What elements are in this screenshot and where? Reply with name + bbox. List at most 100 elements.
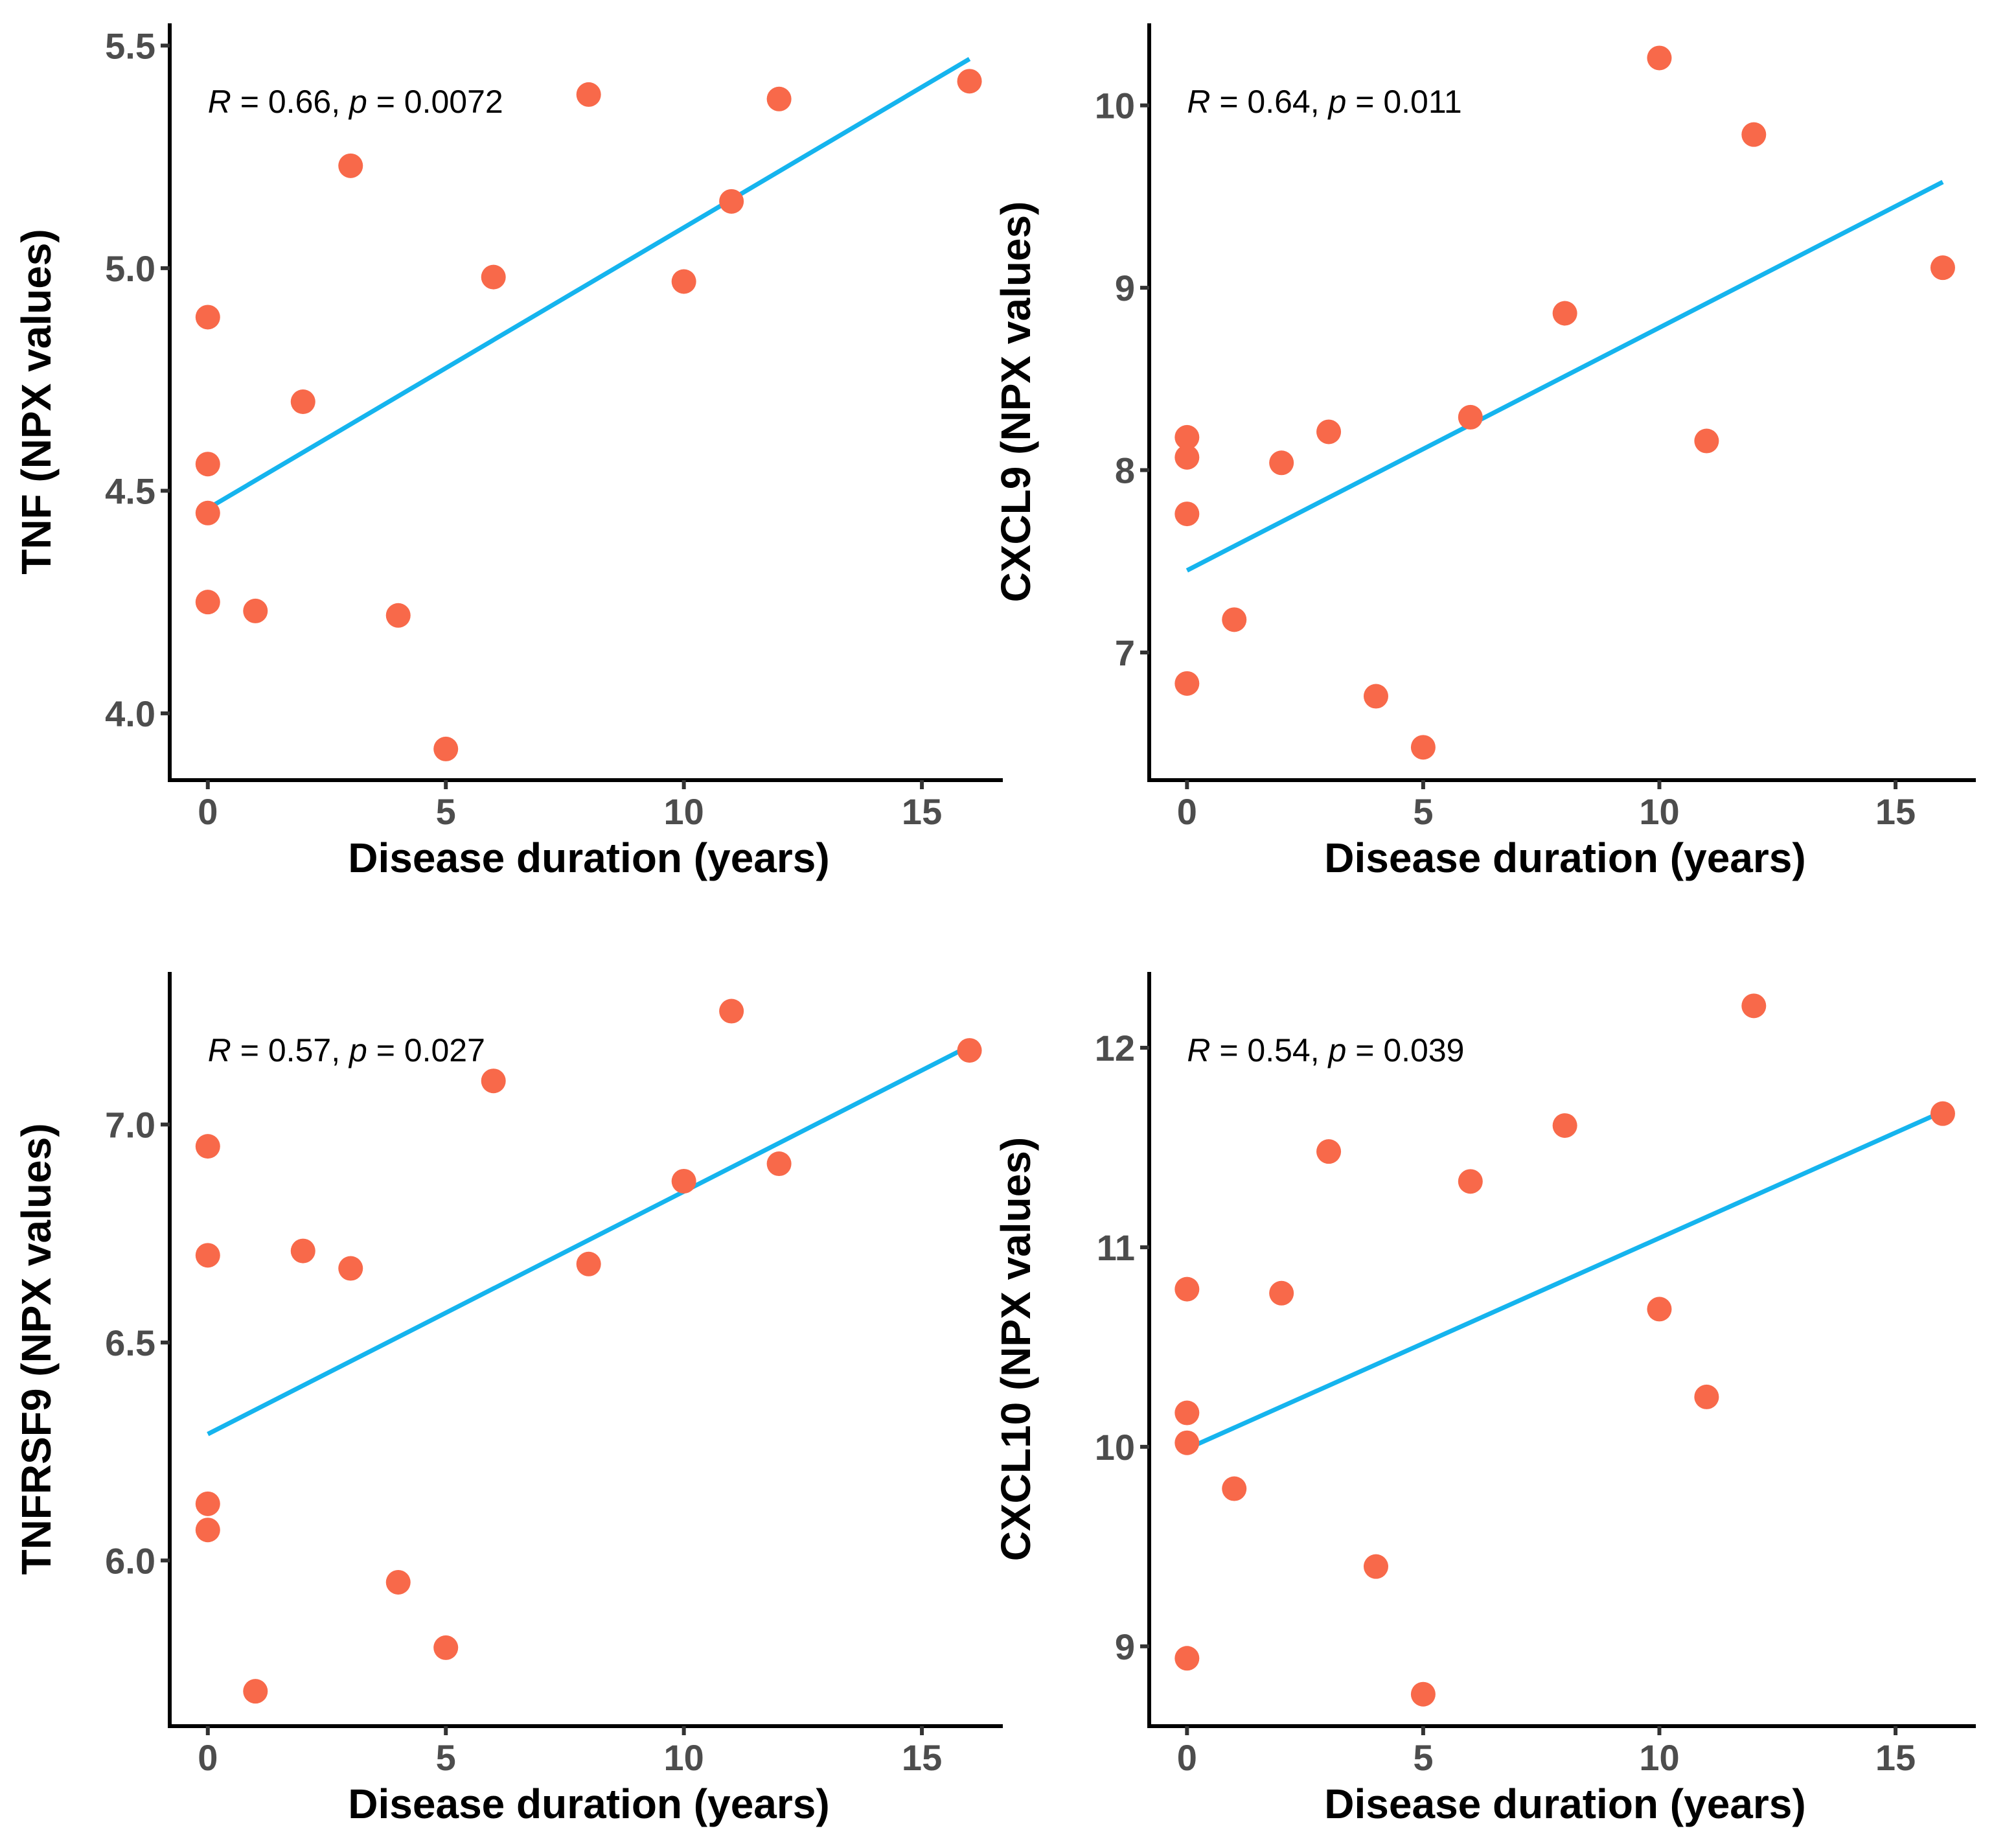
y-axis-title: TNFRSF9 (NPX values)	[13, 1123, 60, 1575]
data-point	[671, 269, 696, 294]
data-point	[1222, 1476, 1247, 1501]
data-point	[1174, 1430, 1200, 1455]
data-point	[1741, 122, 1767, 147]
data-point	[1316, 419, 1342, 444]
y-tick-label: 4.5	[105, 470, 155, 511]
panel-bottom-left: 0 5 10 15 6.0 6.5 7.0 Disease duration (years) T…	[13, 972, 1003, 1827]
annotation-p-value: = 0.039	[1346, 1032, 1464, 1068]
y-tick-label: 5.5	[105, 25, 155, 66]
data-point	[1552, 301, 1577, 326]
data-point	[1363, 684, 1388, 709]
data-point	[957, 1038, 982, 1063]
y-tick-label: 10	[1095, 1427, 1135, 1468]
data-point	[1174, 1646, 1200, 1671]
annotation-r-symbol: R	[208, 1032, 231, 1068]
x-tick-label: 10	[663, 1737, 704, 1778]
data-point	[957, 69, 982, 94]
data-point	[290, 1238, 315, 1264]
data-point	[1458, 1169, 1483, 1194]
x-tick-label: 0	[1177, 791, 1197, 832]
data-point	[290, 389, 315, 414]
correlation-annotation: R = 0.54, p = 0.039	[1187, 1032, 1464, 1068]
data-point	[1222, 607, 1247, 632]
y-axis-title: CXCL10 (NPX values)	[992, 1137, 1039, 1561]
correlation-annotation: R = 0.57, p = 0.027	[208, 1032, 485, 1068]
x-axis-title: Disease duration (years)	[1324, 1781, 1805, 1827]
y-tick-label: 12	[1095, 1028, 1135, 1068]
annotation-r-symbol: R	[1187, 1032, 1210, 1068]
x-tick-label: 0	[198, 791, 218, 832]
data-point	[1174, 671, 1200, 696]
correlation-annotation: R = 0.64, p = 0.011	[1187, 84, 1461, 120]
data-point	[1694, 1384, 1719, 1409]
data-point	[766, 86, 792, 111]
x-axis-title: Disease duration (years)	[1324, 835, 1805, 881]
data-point	[1930, 255, 1955, 281]
annotation-p-value: = 0.011	[1346, 84, 1461, 120]
x-tick-label: 5	[436, 1737, 456, 1778]
data-point	[1269, 1280, 1294, 1306]
data-point	[1410, 1681, 1436, 1707]
data-point	[1930, 1101, 1955, 1126]
x-tick-label: 10	[663, 791, 704, 832]
data-point	[195, 1518, 220, 1543]
annotation-p-symbol: p	[1327, 1032, 1347, 1068]
data-point	[671, 1168, 696, 1194]
data-point	[1174, 1276, 1200, 1302]
data-point	[195, 1243, 220, 1268]
y-tick-label: 7	[1115, 632, 1135, 673]
y-tick-label: 11	[1097, 1227, 1135, 1268]
data-point	[433, 736, 459, 761]
data-point	[195, 305, 220, 330]
data-point	[1647, 45, 1672, 71]
data-point	[243, 598, 268, 623]
data-point	[1174, 1400, 1200, 1425]
data-point	[195, 1134, 220, 1159]
data-point	[1174, 424, 1200, 450]
y-tick-label: 9	[1115, 1626, 1135, 1667]
annotation-r-symbol: R	[1187, 84, 1210, 120]
data-point	[766, 1151, 792, 1177]
data-point	[385, 603, 411, 628]
data-point	[243, 1679, 268, 1704]
x-axis-title: Disease duration (years)	[348, 835, 829, 881]
annotation-r-value: = 0.64,	[1210, 84, 1328, 120]
annotation-r-value: = 0.57,	[231, 1032, 349, 1068]
data-point	[1458, 404, 1483, 430]
y-tick-label: 4.0	[105, 693, 155, 734]
x-axis-title: Disease duration (years)	[348, 1781, 829, 1827]
data-point	[481, 264, 506, 290]
data-point	[433, 1635, 459, 1660]
data-point	[719, 998, 744, 1024]
data-point	[195, 1491, 220, 1516]
x-tick-label: 0	[1177, 1737, 1197, 1778]
data-point	[481, 1068, 506, 1094]
annotation-p-symbol: p	[348, 1032, 367, 1068]
data-point	[195, 590, 220, 615]
data-point	[1363, 1554, 1388, 1579]
x-tick-label: 15	[1875, 791, 1916, 832]
panel-top-left: 0 5 10 15 4.0 4.5 5.0 5.5 Disease duration (year…	[13, 23, 1003, 881]
data-point	[1552, 1113, 1577, 1138]
data-point	[385, 1569, 411, 1595]
x-tick-label: 5	[436, 791, 456, 832]
x-tick-label: 15	[1875, 1737, 1916, 1778]
x-tick-label: 0	[198, 1737, 218, 1778]
annotation-r-value: = 0.66,	[231, 84, 349, 120]
data-point	[1174, 502, 1200, 527]
y-tick-label: 9	[1115, 268, 1135, 308]
data-point	[719, 189, 744, 214]
data-point	[338, 153, 363, 178]
data-point	[576, 82, 601, 107]
data-point	[338, 1256, 363, 1281]
data-point	[1269, 450, 1294, 476]
panel-bottom-right: 0 5 10 15 9 10 11 12 Disease duration (years) CXC…	[992, 972, 1976, 1827]
x-tick-label: 5	[1413, 791, 1433, 832]
regression-line	[1186, 179, 1944, 573]
data-point	[1174, 444, 1200, 470]
y-tick-label: 8	[1115, 450, 1135, 491]
x-tick-label: 15	[902, 1737, 942, 1778]
data-point	[576, 1251, 601, 1276]
